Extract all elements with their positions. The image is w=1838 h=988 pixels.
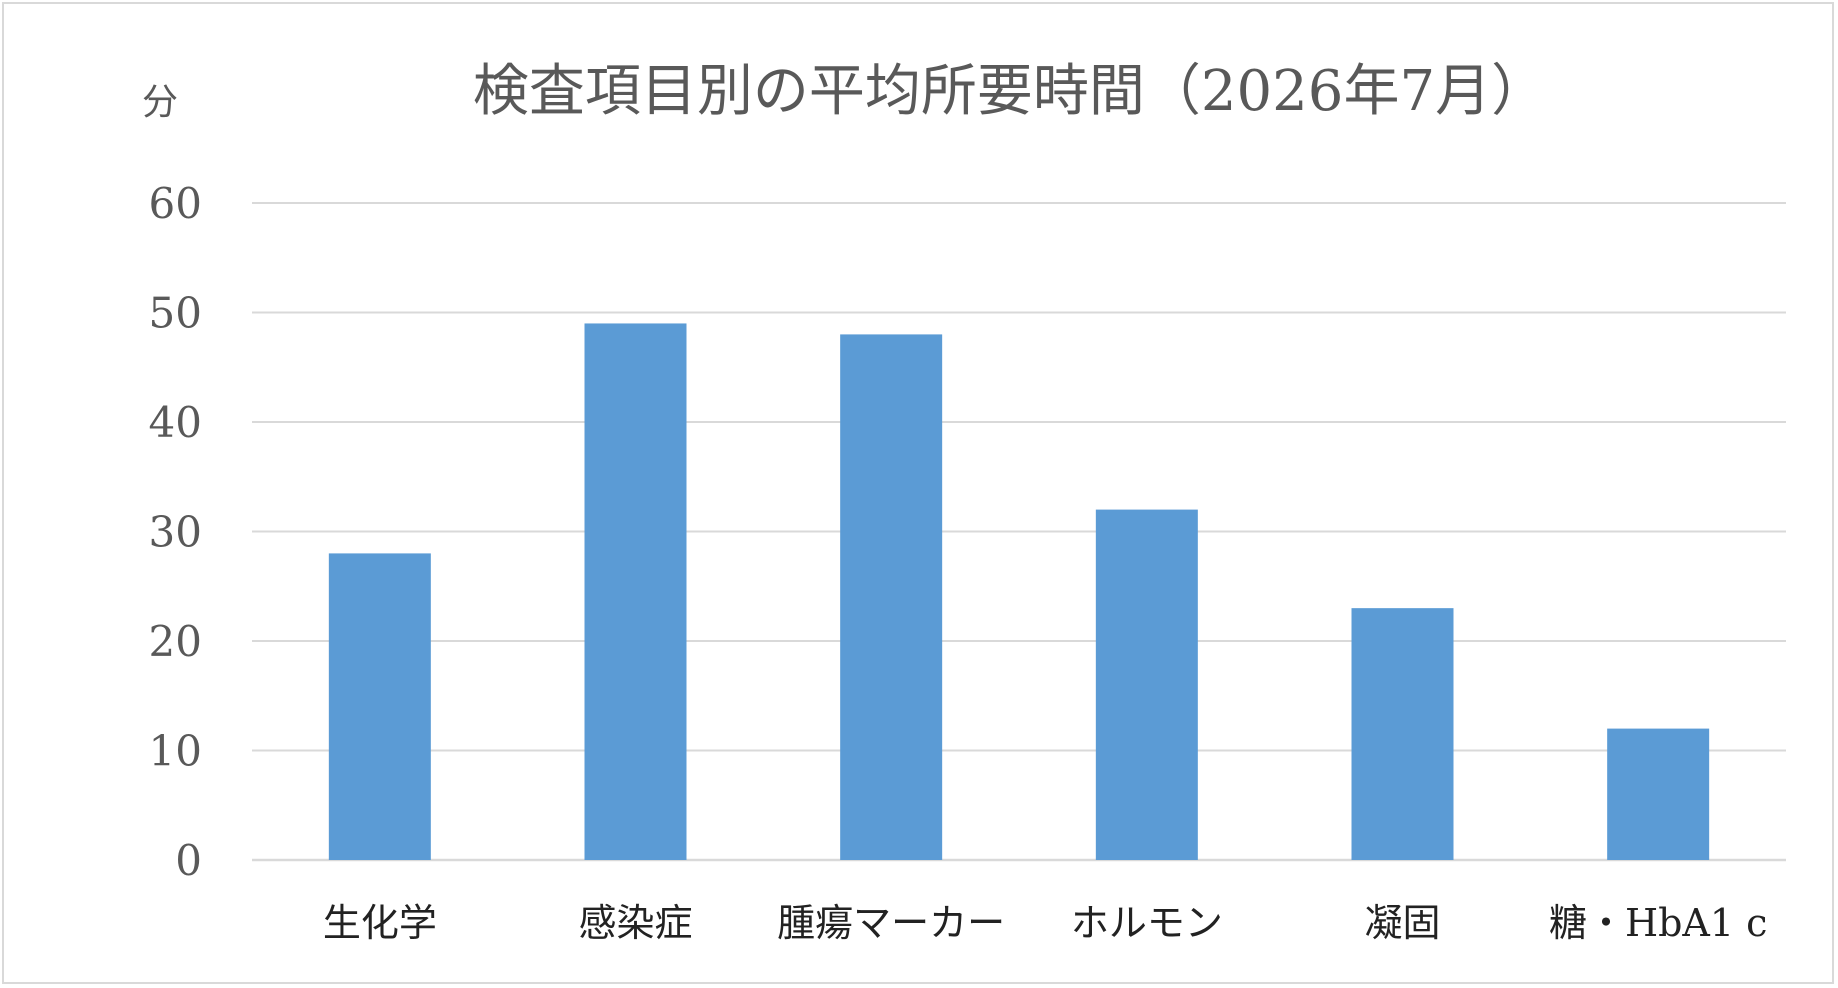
x-tick-label: 感染症 — [578, 901, 692, 945]
bars — [328, 323, 1710, 860]
y-tick-label: 20 — [149, 617, 202, 666]
x-axis-ticks: 生化学 感染症 腫瘍マーカー ホルモン 凝固 糖・HbA1 c — [323, 901, 1768, 945]
bar — [1095, 509, 1198, 860]
x-tick-label: 糖・HbA1 c — [1549, 901, 1767, 945]
y-tick-label: 30 — [149, 508, 202, 557]
gridlines — [252, 202, 1786, 862]
bar — [1351, 608, 1454, 860]
bar — [584, 323, 687, 860]
bar — [328, 553, 431, 860]
y-axis-unit-label: 分 — [142, 82, 178, 123]
y-tick-label: 40 — [149, 398, 202, 447]
y-axis-ticks: 0 10 20 30 40 50 60 — [149, 179, 202, 885]
x-tick-label: ホルモン — [1071, 901, 1223, 945]
x-tick-label: 生化学 — [323, 901, 437, 945]
y-tick-label: 0 — [175, 836, 202, 885]
y-tick-label: 60 — [149, 179, 202, 228]
y-tick-label: 10 — [149, 727, 202, 776]
bar — [840, 334, 943, 860]
y-tick-label: 50 — [149, 289, 202, 338]
chart-title: 検査項目別の平均所要時間（2026年7月） — [473, 59, 1547, 124]
bar — [1607, 728, 1710, 860]
x-tick-label: 腫瘍マーカー — [777, 901, 1005, 945]
x-tick-label: 凝固 — [1364, 901, 1440, 945]
